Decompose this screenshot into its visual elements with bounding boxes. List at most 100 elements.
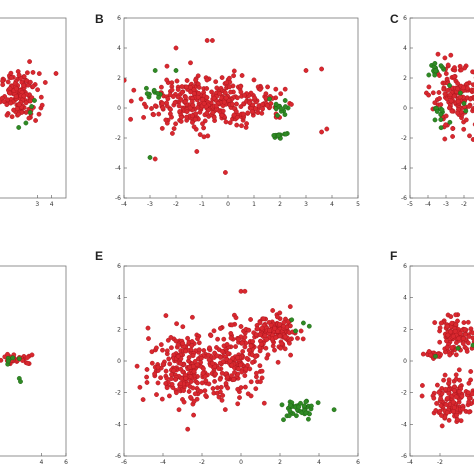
red-point	[247, 366, 253, 372]
red-point	[456, 389, 462, 395]
x-tick-label: -4	[121, 201, 127, 208]
red-point	[223, 119, 229, 125]
red-point	[439, 423, 445, 429]
red-point	[16, 72, 22, 78]
red-point	[153, 345, 159, 351]
red-point	[259, 368, 265, 374]
x-tick-label: 4	[330, 201, 334, 208]
red-point	[27, 79, 33, 85]
red-point	[159, 125, 165, 131]
red-point	[300, 336, 306, 342]
red-point	[439, 413, 444, 418]
red-point	[246, 327, 252, 333]
red-point	[287, 304, 293, 309]
red-point	[435, 51, 441, 57]
red-point	[255, 326, 261, 332]
red-point	[21, 93, 27, 99]
red-point	[246, 100, 252, 106]
red-point	[173, 45, 179, 51]
red-point	[220, 393, 226, 398]
y-tick-label: -6	[115, 195, 121, 202]
red-point	[200, 366, 206, 372]
red-point	[209, 89, 215, 95]
x-tick-label: 0	[239, 459, 243, 466]
red-point	[275, 328, 280, 334]
y-tick-label: -4	[115, 165, 121, 172]
red-point	[442, 136, 448, 142]
red-point	[257, 363, 263, 369]
red-point	[191, 91, 197, 97]
red-point	[227, 358, 233, 364]
red-point	[168, 334, 174, 340]
red-point	[233, 109, 239, 114]
y-tick-label: 0	[117, 105, 121, 112]
red-point	[275, 359, 281, 365]
red-point	[229, 362, 235, 368]
red-point	[145, 325, 151, 331]
red-point	[9, 114, 15, 120]
y-tick-label: -2	[401, 135, 407, 142]
red-point	[167, 361, 173, 367]
red-point	[470, 330, 474, 336]
red-point	[252, 95, 258, 101]
red-point	[278, 345, 283, 351]
red-point	[460, 406, 466, 412]
red-point	[152, 371, 158, 377]
x-tick-label: -2	[173, 201, 179, 208]
panel-letter: B	[95, 12, 104, 26]
red-point	[238, 324, 244, 329]
red-point	[453, 312, 459, 318]
red-point	[158, 342, 164, 347]
red-point	[205, 133, 211, 139]
green-point	[27, 110, 33, 115]
red-point	[248, 317, 254, 322]
red-point	[196, 340, 202, 346]
red-point	[185, 426, 191, 432]
red-point	[272, 325, 278, 331]
red-point	[436, 90, 442, 95]
red-point	[245, 110, 251, 116]
green-point	[32, 98, 37, 103]
red-point	[460, 336, 466, 341]
red-point	[257, 332, 263, 338]
red-point	[165, 96, 171, 102]
x-tick-label: -1	[199, 201, 205, 208]
green-point	[144, 91, 150, 97]
green-point	[457, 90, 463, 96]
red-point	[264, 103, 270, 108]
red-point	[448, 52, 454, 58]
red-point	[466, 380, 472, 386]
red-point	[444, 410, 450, 415]
red-point	[197, 132, 203, 138]
y-tick-label: -2	[115, 390, 121, 397]
red-point	[211, 95, 217, 101]
scatter-points	[0, 351, 35, 384]
red-point	[273, 86, 279, 92]
green-point	[23, 120, 29, 126]
red-point	[238, 385, 244, 390]
x-tick-label: -6	[121, 459, 127, 466]
red-point	[171, 126, 177, 132]
red-point	[456, 367, 462, 373]
red-point	[431, 395, 437, 401]
red-point	[53, 71, 59, 76]
red-point	[189, 120, 195, 125]
red-point	[173, 338, 179, 344]
red-point	[141, 115, 147, 120]
red-point	[232, 369, 237, 375]
red-point	[217, 325, 223, 331]
red-point	[263, 91, 269, 97]
green-point	[432, 61, 438, 66]
green-point	[156, 95, 162, 100]
red-point	[166, 393, 172, 399]
red-point	[191, 124, 197, 130]
green-point	[151, 87, 157, 93]
red-point	[457, 63, 463, 69]
green-point	[432, 72, 438, 78]
red-point	[242, 334, 248, 340]
red-point	[213, 371, 219, 377]
red-point	[238, 83, 244, 89]
red-point	[257, 320, 263, 326]
